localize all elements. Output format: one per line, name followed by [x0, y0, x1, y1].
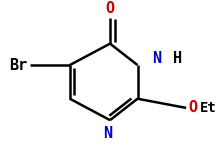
Text: O: O	[106, 1, 115, 16]
Text: N: N	[152, 52, 161, 67]
Text: N: N	[103, 126, 113, 141]
Text: H: H	[173, 52, 183, 67]
Text: Br: Br	[9, 58, 28, 73]
Text: Et: Et	[200, 101, 217, 115]
Text: O: O	[188, 100, 198, 115]
